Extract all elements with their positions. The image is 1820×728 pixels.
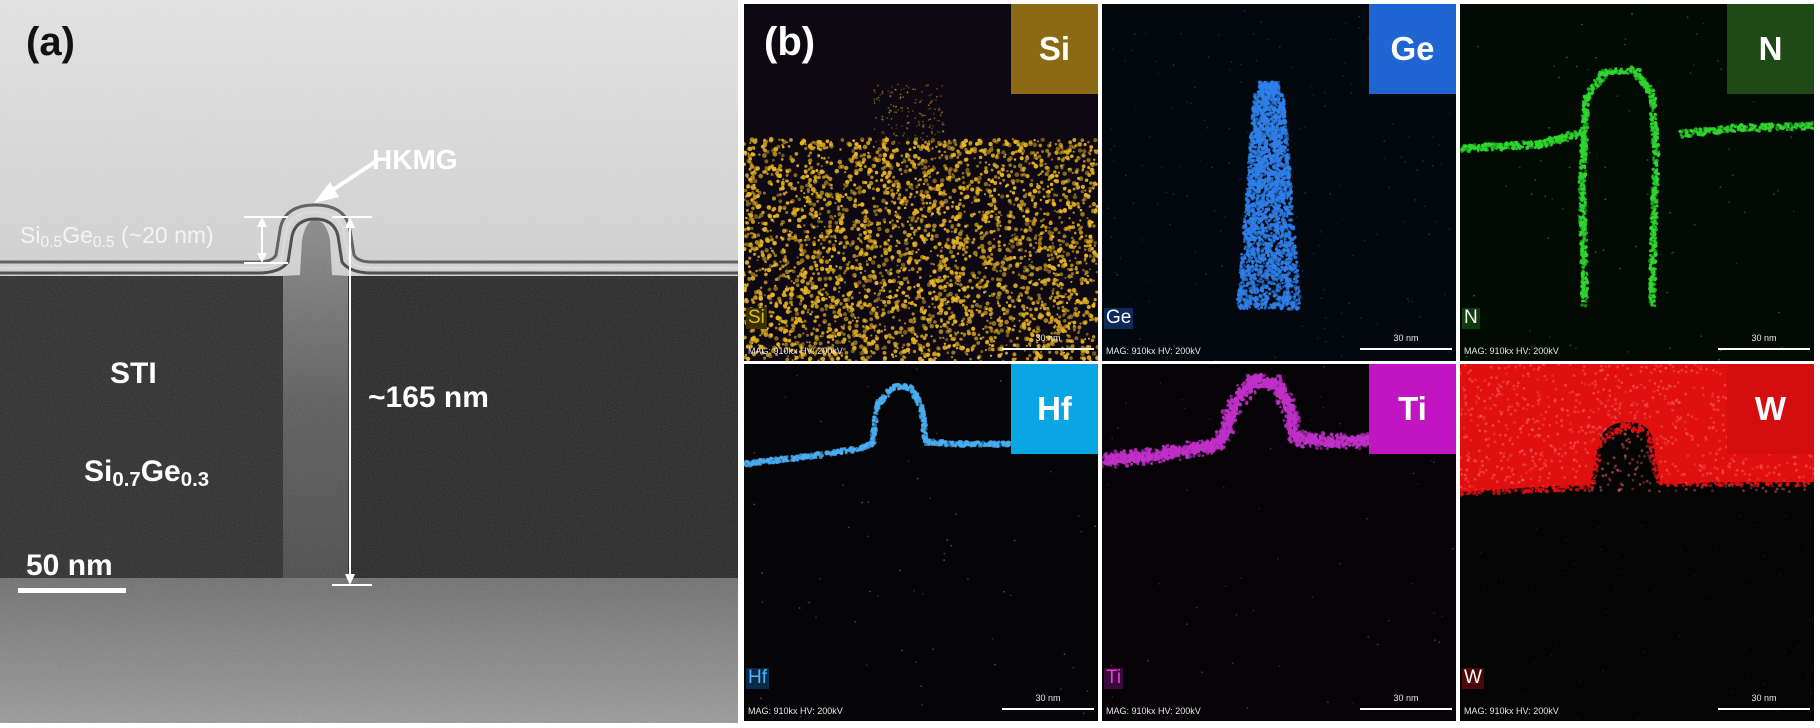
panel-a-label: (a) [26,22,75,62]
hf-scale-bar [1002,708,1094,710]
panel-b-label: (b) [764,22,815,62]
si-mag-info: MAG: 910kx HV: 200kV [748,347,843,356]
sige-substrate-label: Si0.7Ge0.3 [84,457,209,487]
ge-scale-bar [1360,348,1452,350]
w-scale-bar [1718,708,1810,710]
n-mag-info: MAG: 910kx HV: 200kV [1464,347,1559,356]
hf-badge: Hf [1011,364,1098,454]
ge-scale-label: 30 nm [1360,334,1452,343]
sige-top-layer-label: Si0.5Ge0.5 (~20 nm) [20,224,214,247]
ti-scale-label: 30 nm [1360,694,1452,703]
w-scale-label: 30 nm [1718,694,1810,703]
ge-corner-label: Ge [1104,308,1133,329]
w-corner-label: W [1462,668,1484,689]
ti-badge: Ti [1369,364,1456,454]
tem-image-panel: (a) HKMG Si0.5Ge0.5 (~20 nm) STI Si0.7Ge… [0,0,738,723]
hkmg-label: HKMG [372,146,458,174]
n-scale-label: 30 nm [1718,334,1810,343]
n-corner-label: N [1462,308,1480,329]
eds-map-panel: Si Si MAG: 910kx HV: 200kV 30 nm Ge Ge M… [744,0,1820,723]
scale-bar [18,588,126,593]
height-label: ~165 nm [368,383,489,413]
si-corner-label: Si [746,308,767,329]
ge-mag-info: MAG: 910kx HV: 200kV [1106,347,1201,356]
eds-map-ge: Ge Ge MAG: 910kx HV: 200kV 30 nm [1102,4,1456,361]
hf-corner-label: Hf [746,668,769,689]
eds-map-n: N N MAG: 910kx HV: 200kV 30 nm [1460,4,1814,361]
w-mag-info: MAG: 910kx HV: 200kV [1464,707,1559,716]
n-badge: N [1727,4,1814,94]
eds-map-ti: Ti Ti MAG: 910kx HV: 200kV 30 nm [1102,364,1456,721]
scale-bar-label: 50 nm [26,551,113,581]
w-badge: W [1727,364,1814,454]
ti-scale-bar [1360,708,1452,710]
eds-map-w: W W MAG: 910kx HV: 200kV 30 nm [1460,364,1814,721]
ti-mag-info: MAG: 910kx HV: 200kV [1106,707,1201,716]
sti-label: STI [110,359,157,389]
hf-scale-label: 30 nm [1002,694,1094,703]
hf-mag-info: MAG: 910kx HV: 200kV [748,707,843,716]
n-scale-bar [1718,348,1810,350]
si-scale-label: 30 nm [1002,334,1094,343]
si-scale-bar [1002,348,1094,350]
ge-badge: Ge [1369,4,1456,94]
si-badge: Si [1011,4,1098,94]
eds-map-hf: Hf Hf MAG: 910kx HV: 200kV 30 nm [744,364,1098,721]
ti-corner-label: Ti [1104,668,1123,689]
